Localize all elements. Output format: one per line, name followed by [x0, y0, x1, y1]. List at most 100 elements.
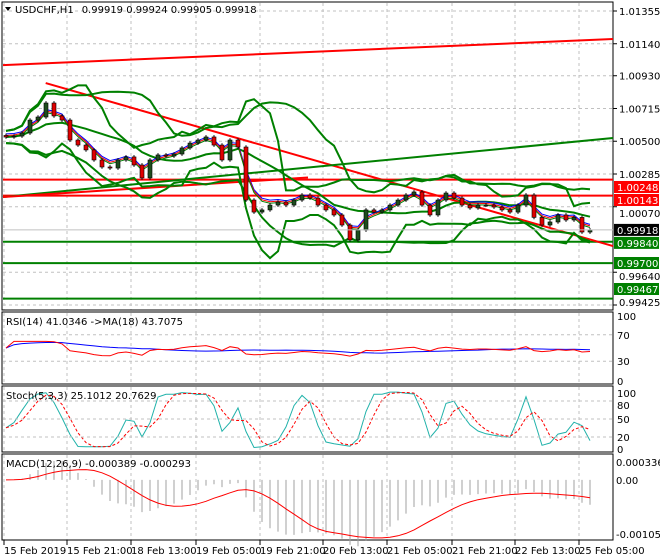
stochastic-plot [3, 391, 613, 449]
rsi-tick-label: 100 [617, 312, 636, 323]
stochastic-tick-label: 20 [617, 433, 630, 444]
ohlc-values: 0.99919 0.99924 0.99905 0.99918 [82, 5, 257, 16]
price-tick-label: 0.99425 [619, 298, 660, 309]
candle-bullish [571, 217, 577, 221]
candle-bearish [347, 224, 353, 241]
rsi-tick-label: 70 [617, 331, 630, 342]
rsi-ma-line [5, 341, 591, 354]
candle-bearish [315, 197, 321, 206]
level-price-label: 0.99840 [617, 239, 658, 250]
candle-bullish [435, 199, 441, 216]
candle-bearish [131, 156, 137, 166]
candle-bearish [531, 194, 537, 218]
price-tick-label: 1.00500 [619, 137, 660, 148]
candle-bullish [27, 119, 33, 134]
price-tick-label: 1.00285 [619, 170, 660, 181]
candle-bearish [451, 192, 457, 199]
stochastic-label: Stoch(5,3,3) 25.1012 20.7629 [6, 391, 157, 402]
time-tick-label: 15 Feb 21:00 [67, 546, 133, 557]
level-price-label: 0.99467 [617, 285, 658, 296]
candle-bearish [419, 191, 425, 206]
candle-bullish [395, 199, 401, 206]
candle-bullish [179, 147, 185, 155]
candle-bearish [67, 119, 73, 141]
level-price-tag [614, 257, 659, 269]
candle-bullish [227, 139, 233, 161]
moving-average-green [5, 112, 591, 230]
candle-bearish [539, 217, 545, 226]
bollinger-upper-band [5, 90, 591, 191]
candle-bearish [91, 149, 97, 161]
current-price-tag [614, 223, 659, 236]
bollinger-upper-band [5, 84, 591, 208]
candle-bearish [283, 201, 289, 206]
candle-bearish [211, 136, 217, 146]
rsi-panel[interactable] [1, 311, 614, 385]
candle-bearish [51, 102, 57, 117]
time-tick-label: 20 Feb 13:00 [323, 546, 389, 557]
candle-bearish [83, 144, 89, 151]
stochastic-panel[interactable] [1, 385, 614, 453]
level-price-label: 0.99700 [617, 259, 658, 270]
candle-bullish [291, 199, 297, 206]
candle-bullish [299, 194, 305, 201]
level-price-tag [614, 193, 659, 206]
level-price-tag [614, 180, 659, 193]
candle-bearish [59, 115, 65, 121]
rsi-plot [3, 334, 613, 362]
moving-average-red [5, 110, 591, 229]
candle-bearish [235, 139, 241, 148]
candle-bullish [267, 204, 273, 211]
candle-bearish [3, 135, 9, 138]
bollinger-lower-band [5, 142, 591, 260]
candle-bearish [219, 144, 225, 161]
candle-bullish [195, 139, 201, 144]
candle-bullish [523, 194, 529, 206]
candle-bullish [43, 102, 49, 118]
price-axis: 1.01355 1.01140 1.00930 1.00715 1.00500 1.002… [613, 7, 660, 309]
candle-bearish [107, 166, 113, 169]
chart-header: USDCHF,H1 0.99919 0.99924 0.99905 0.9991… [5, 5, 257, 16]
time-tick-label: 25 Feb 05:00 [579, 546, 645, 557]
time-tick-label: 19 Feb 21:00 [260, 546, 326, 557]
candle-bearish [491, 204, 497, 208]
candle-bearish [243, 146, 249, 201]
candle-bearish [251, 199, 257, 213]
candle-bearish [507, 209, 513, 213]
candle-bullish [555, 214, 561, 223]
candle-bearish [139, 164, 145, 179]
candle-bearish [339, 214, 345, 226]
stochastic-tick-label: 100 [617, 389, 636, 400]
rsi-label: RSI(14) 41.0346 ->MA(18) 43.7075 [6, 317, 183, 328]
rsi-tick-label: 0 [617, 377, 623, 388]
candle-bullish [443, 192, 449, 201]
time-tick-label: 15 Feb 2019 [4, 546, 66, 557]
level-price-tag [614, 283, 659, 295]
trend-line [2, 137, 614, 198]
moving-average-blue [5, 109, 591, 227]
candle-bullish [259, 209, 265, 213]
price-tick-label: 1.00930 [619, 72, 660, 83]
candle-bullish [19, 132, 25, 137]
candle-bullish [123, 156, 129, 161]
candle-bullish [379, 209, 385, 213]
candle-bullish [187, 142, 193, 149]
price-tick-label: 1.01355 [619, 7, 660, 18]
trend-line [2, 38, 614, 67]
price-tick-label: 1.00070 [619, 209, 660, 220]
macd-panel[interactable] [1, 453, 614, 541]
macd-tick-label: 0.00 [616, 476, 638, 487]
symbol-timeframe: USDCHF,H1 [15, 5, 74, 16]
candle-bearish [563, 214, 569, 221]
main-price-panel[interactable] [1, 1, 614, 311]
level-price-label: 1.00248 [617, 183, 658, 194]
candle-bearish [371, 209, 377, 213]
price-tick-label: 1.00715 [619, 104, 660, 115]
stochastic-signal-line [5, 391, 591, 448]
bollinger-middle-band [5, 121, 591, 218]
candle-bullish [403, 194, 409, 201]
candle-bearish [331, 209, 337, 216]
triangle-down-icon[interactable] [5, 7, 11, 11]
